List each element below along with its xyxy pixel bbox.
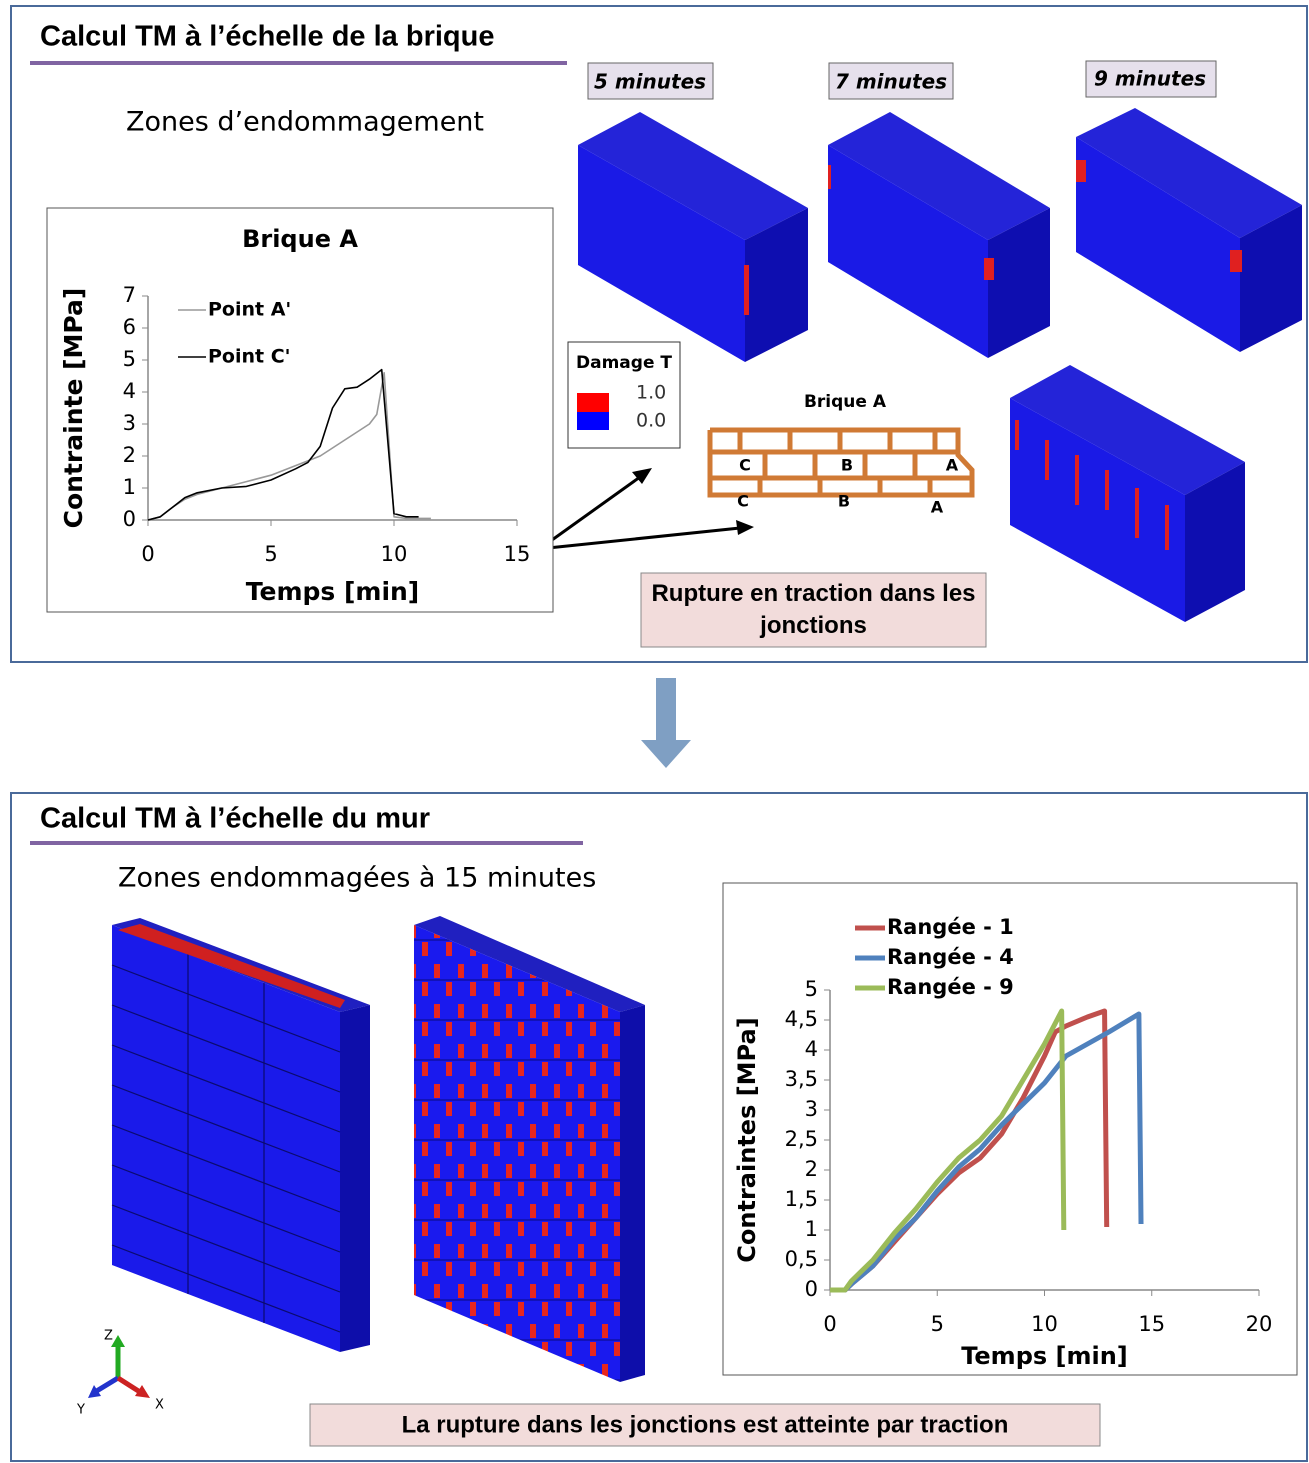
y-tick-label: 1 [805,1217,818,1241]
time-label: 5 minutes [594,70,706,94]
callout-text: La rupture dans les jonctions est attein… [402,1411,1009,1438]
y-tick-label: 5 [805,977,818,1001]
y-tick-label: 0,5 [785,1247,818,1271]
x-tick-label: 15 [504,542,531,566]
section-title: Calcul TM à l’échelle de la brique [40,21,494,53]
y-tick-label: 4,5 [785,1007,818,1031]
x-tick-label: 0 [141,542,154,566]
diagram-title: Brique A [804,392,887,412]
y-tick-label: 1 [123,475,136,499]
legend-label: Point A' [208,299,291,321]
x-tick-label: 5 [931,1312,944,1336]
y-tick-label: 3 [123,411,136,435]
callout-text: Rupture en traction dans les jonctions [641,573,986,647]
x-tick-label: 10 [381,542,408,566]
legend-label: Point C' [208,346,290,368]
x-tick-label: 20 [1246,1312,1273,1336]
brick-render [1076,108,1302,352]
y-tick-label: 2 [123,443,136,467]
y-tick-label: 7 [123,283,136,307]
chart-title: Brique A [242,225,358,253]
legend-label: Rangée - 9 [887,975,1014,999]
y-tick-label: 0 [805,1277,818,1301]
y-tick-label: 2 [805,1157,818,1181]
time-label: 9 minutes [1094,67,1206,91]
diagram-label: A [946,456,959,475]
wall-render [112,918,370,1352]
brick-render [1010,365,1245,622]
brick-render [828,112,1050,358]
time-label: 7 minutes [835,70,947,94]
damage-swatch [577,412,609,430]
subtitle: Zones d’endommagement [126,107,484,138]
legend-label: Rangée - 1 [887,915,1014,939]
flow-arrow [641,678,691,768]
axis-triad-label: Y [76,1403,85,1418]
diagram-label: C [739,456,751,475]
diagram-label: B [841,456,853,475]
y-axis-label: Contraintes [MPa] [733,1017,761,1262]
x-tick-label: 5 [264,542,277,566]
subtitle: Zones endommagées à 15 minutes [118,863,596,894]
axis-triad-label: X [155,1398,164,1413]
chart-frame [47,208,553,612]
damage-label: 1.0 [636,382,666,404]
y-tick-label: 3 [805,1097,818,1121]
slide: Calcul TM à l’échelle de la brique Zones… [0,0,1309,1463]
diagram-label: C [737,492,749,511]
callout: Rupture en traction dans les jonctions [641,573,986,647]
y-tick-label: 2,5 [785,1127,818,1151]
y-axis-label: Contrainte [MPa] [59,288,88,529]
y-tick-label: 0 [123,507,136,531]
x-tick-label: 0 [823,1312,836,1336]
legend-label: Rangée - 4 [887,945,1014,969]
diagram-label: A [931,498,944,517]
y-tick-label: 3,5 [785,1067,818,1091]
y-tick-label: 4 [123,379,136,403]
damage-label: 0.0 [636,410,666,432]
y-tick-label: 6 [123,315,136,339]
diagram-label: B [838,492,850,511]
y-tick-label: 4 [805,1037,818,1061]
damage-swatch [577,393,609,412]
brick-render [578,112,808,362]
x-tick-label: 10 [1031,1312,1058,1336]
x-tick-label: 15 [1138,1312,1165,1336]
x-axis-label: Temps [min] [961,1342,1128,1370]
axis-triad-label: Z [104,1329,113,1344]
wall-render [414,916,645,1382]
y-tick-label: 5 [123,347,136,371]
y-tick-label: 1,5 [785,1187,818,1211]
x-axis-label: Temps [min] [246,577,420,606]
section-title: Calcul TM à l’échelle du mur [40,803,430,835]
axis-triad [88,1335,150,1398]
damage-legend-title: Damage T [576,353,672,373]
